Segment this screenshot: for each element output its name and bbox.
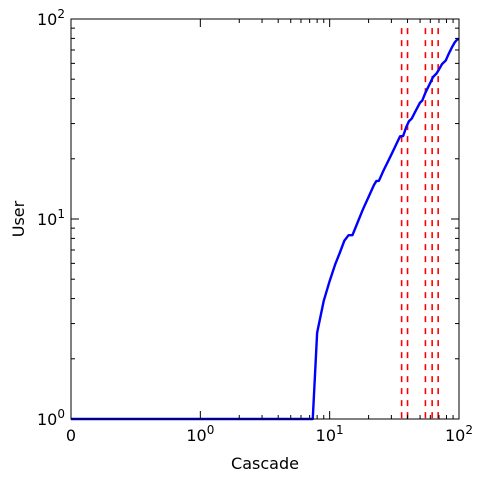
x-axis-label: Cascade: [231, 454, 299, 473]
y-tick-label-2: 102: [37, 7, 65, 29]
y-tick-label-1: 101: [37, 207, 65, 229]
y-ticks: 100 101 102: [37, 7, 459, 429]
x-tick-label-3: 102: [445, 423, 473, 445]
y-axis-label: User: [9, 200, 28, 237]
plot-area: [71, 19, 459, 419]
x-tick-label-1: 100: [186, 423, 214, 445]
series-line-0: [71, 38, 459, 421]
x-tick-label-0: 0: [66, 426, 76, 445]
x-tick-label-2: 101: [316, 423, 344, 445]
y-tick-label-0: 100: [37, 407, 65, 429]
series-layer: [71, 38, 459, 421]
